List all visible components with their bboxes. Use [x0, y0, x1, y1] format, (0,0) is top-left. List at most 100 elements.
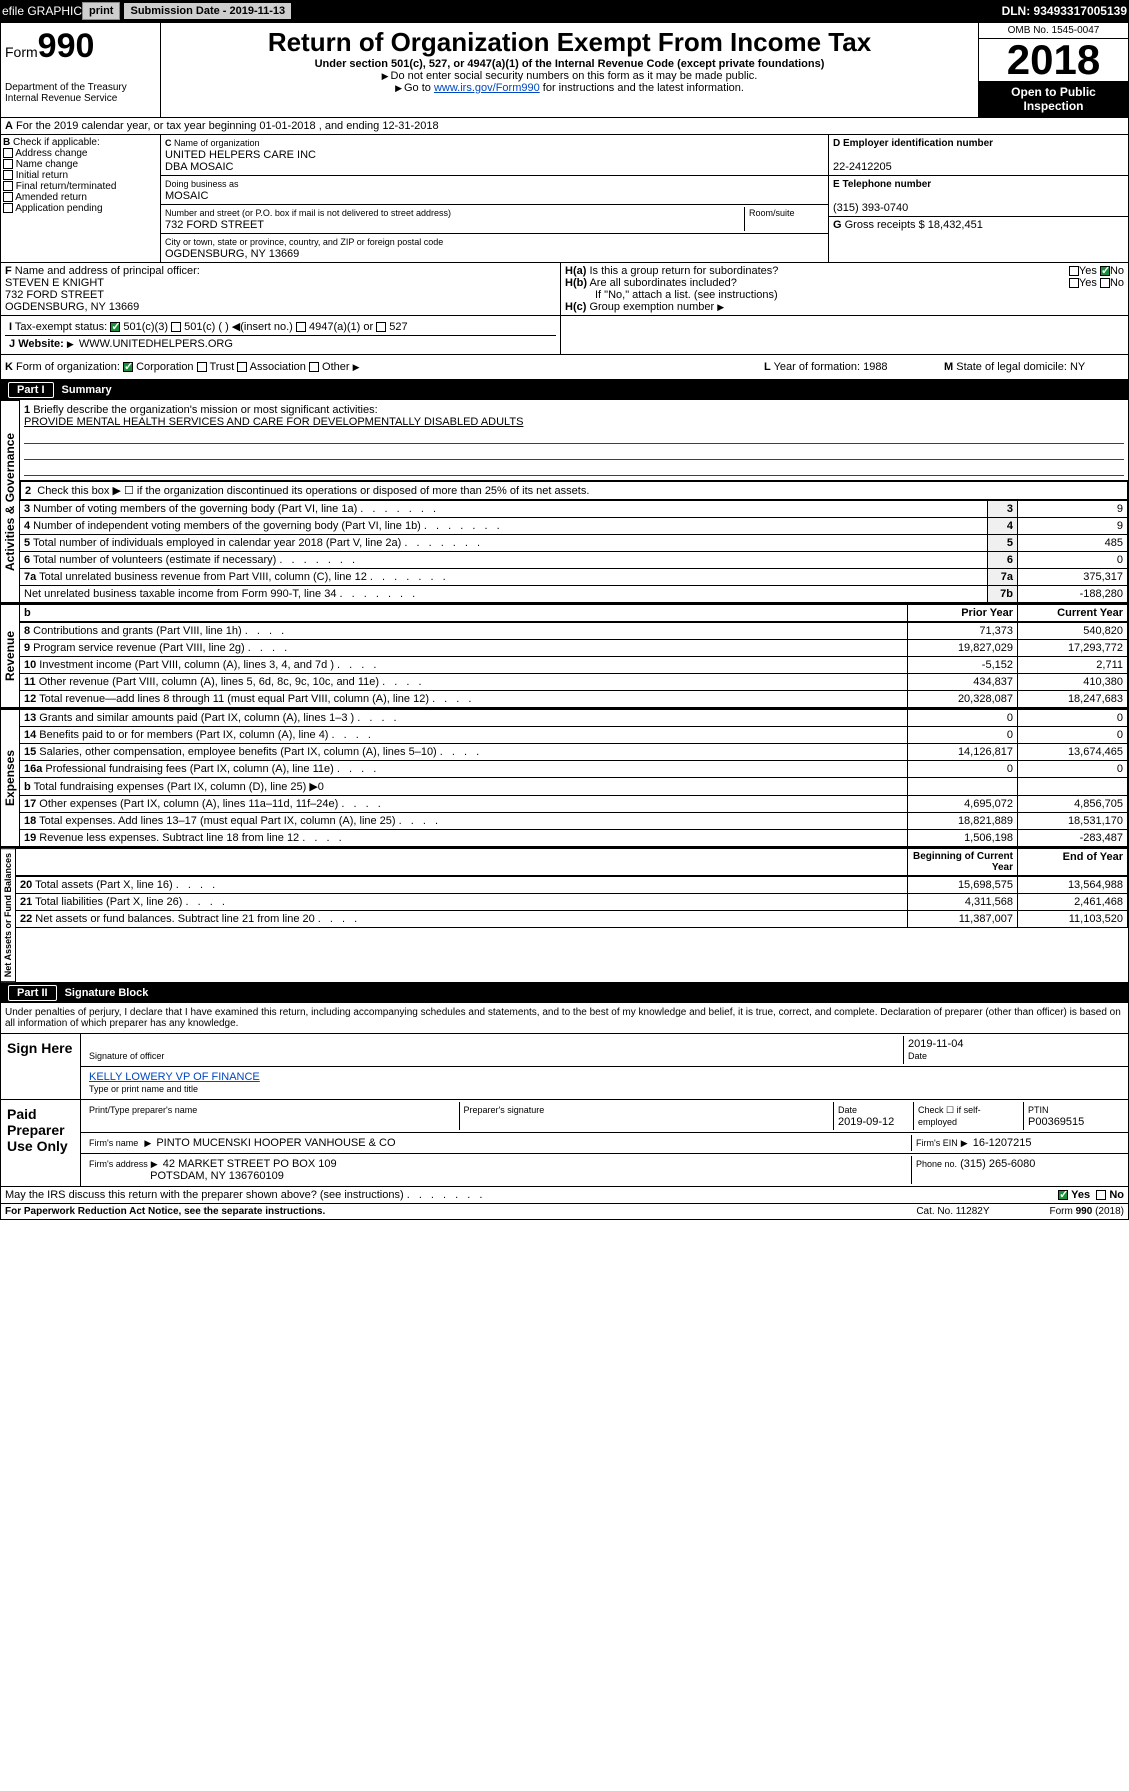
part2-label: Part II [8, 985, 57, 1001]
addr-label: Number and street (or P.O. box if mail i… [165, 208, 451, 218]
table-row: Net unrelated business taxable income fr… [20, 586, 1128, 603]
table-row: 17 Other expenses (Part IX, column (A), … [20, 796, 1128, 813]
footer-left: For Paperwork Reduction Act Notice, see … [5, 1206, 325, 1217]
table-row: 3 Number of voting members of the govern… [20, 501, 1128, 518]
discuss-no[interactable] [1096, 1190, 1106, 1200]
ha-yes[interactable] [1069, 266, 1079, 276]
prep-name-label: Print/Type preparer's name [89, 1105, 197, 1115]
table-row: 13 Grants and similar amounts paid (Part… [20, 710, 1128, 727]
officer-label: Name and address of principal officer: [15, 265, 200, 277]
k-other[interactable] [309, 362, 319, 372]
section-bcdeg: B Check if applicable: Address change Na… [0, 135, 1129, 263]
current-year-hdr: Current Year [1018, 605, 1128, 622]
i-4947[interactable] [296, 322, 306, 332]
sig-officer-label: Signature of officer [89, 1051, 164, 1061]
form-subtitle: Under section 501(c), 527, or 4947(a)(1)… [165, 58, 974, 70]
dba1: DBA MOSAIC [165, 161, 233, 173]
hc-label: Group exemption number [589, 301, 714, 313]
ha-no[interactable] [1100, 266, 1110, 276]
beg-year-hdr: Beginning of Current Year [908, 849, 1018, 876]
firm-city: POTSDAM, NY 136760109 [150, 1170, 284, 1182]
check-item: Application pending [3, 203, 158, 214]
dba2: MOSAIC [165, 190, 208, 202]
self-employed: Check ☐ if self-employed [918, 1105, 981, 1127]
end-year-hdr: End of Year [1018, 849, 1128, 876]
firm-name-label: Firm's name [89, 1138, 138, 1148]
table-row: 9 Program service revenue (Part VIII, li… [20, 640, 1128, 657]
discuss-yes[interactable] [1058, 1190, 1068, 1200]
cat-no: Cat. No. 11282Y [916, 1206, 989, 1217]
table-row: 8 Contributions and grants (Part VIII, l… [20, 623, 1128, 640]
side-netassets: Net Assets or Fund Balances [1, 848, 16, 982]
hb-no[interactable] [1100, 278, 1110, 288]
officer-name: STEVEN E KNIGHT [5, 277, 104, 289]
dln: DLN: 93493317005139 [1002, 4, 1127, 18]
check-item: Address change [3, 148, 158, 159]
part1-title: Summary [62, 384, 112, 396]
part1-revenue: Revenue bPrior YearCurrent Year 8 Contri… [0, 604, 1129, 709]
prior-year-hdr: Prior Year [908, 605, 1018, 622]
print-button[interactable]: print [82, 2, 120, 20]
tax-exempt-label: Tax-exempt status: [15, 321, 107, 333]
table-row: 22 Net assets or fund balances. Subtract… [16, 911, 1128, 928]
firm-phone-label: Phone no. [916, 1159, 957, 1169]
firm-addr-label: Firm's address [89, 1159, 148, 1169]
org-name: UNITED HELPERS CARE INC [165, 149, 316, 161]
form990-link[interactable]: www.irs.gov/Form990 [434, 82, 540, 94]
firm-ein-label: Firm's EIN [916, 1138, 958, 1148]
table-row: 14 Benefits paid to or for members (Part… [20, 727, 1128, 744]
i-501c[interactable] [171, 322, 181, 332]
footer-right: Form 990 (2018) [1050, 1206, 1124, 1217]
prep-sig-label: Preparer's signature [464, 1105, 545, 1115]
hb-label: Are all subordinates included? [589, 277, 736, 289]
ptin-label: PTIN [1028, 1105, 1049, 1115]
officer-addr: 732 FORD STREET [5, 289, 104, 301]
form-title: Return of Organization Exempt From Incom… [165, 27, 974, 58]
k-trust[interactable] [197, 362, 207, 372]
check-item: Final return/terminated [3, 181, 158, 192]
note2b: for instructions and the latest informat… [540, 82, 744, 94]
prep-date: 2019-09-12 [838, 1116, 894, 1128]
form-header: Form990 Department of the Treasury Inter… [0, 22, 1129, 118]
city-label: City or town, state or province, country… [165, 237, 443, 247]
check-item: Amended return [3, 192, 158, 203]
website-value: WWW.UNITEDHELPERS.ORG [79, 338, 233, 350]
org-name-label: Name of organization [174, 138, 260, 148]
tax-year-range: For the 2019 calendar year, or tax year … [16, 120, 439, 132]
table-row: 15 Salaries, other compensation, employe… [20, 744, 1128, 761]
phone-label: Telephone number [842, 179, 931, 190]
dba-label: Doing business as [165, 179, 239, 189]
k-assoc[interactable] [237, 362, 247, 372]
form-number: 990 [38, 27, 95, 65]
part1-header: Part I Summary [0, 380, 1129, 400]
footer: For Paperwork Reduction Act Notice, see … [0, 1204, 1129, 1220]
i-527[interactable] [376, 322, 386, 332]
line1-label: Briefly describe the organization's miss… [33, 404, 377, 416]
k-corp[interactable] [123, 362, 133, 372]
i-501c3[interactable] [110, 322, 120, 332]
ptin-value: P00369515 [1028, 1116, 1084, 1128]
part1-expenses: Expenses 13 Grants and similar amounts p… [0, 709, 1129, 848]
open-public: Open to Public Inspection [979, 81, 1128, 117]
table-row: 19 Revenue less expenses. Subtract line … [20, 830, 1128, 847]
firm-name: PINTO MUCENSKI HOOPER VANHOUSE & CO [156, 1137, 395, 1149]
table-row: 6 Total number of volunteers (estimate i… [20, 552, 1128, 569]
sig-date: 2019-11-04 [908, 1038, 963, 1050]
part1-label: Part I [8, 382, 54, 398]
hb-yes[interactable] [1069, 278, 1079, 288]
table-row: 5 Total number of individuals employed i… [20, 535, 1128, 552]
officer-signed-name[interactable]: KELLY LOWERY VP OF FINANCE [89, 1071, 260, 1083]
note2a: Go to [404, 82, 434, 94]
table-row: 18 Total expenses. Add lines 13–17 (must… [20, 813, 1128, 830]
part1-netassets: Net Assets or Fund Balances Beginning of… [0, 848, 1129, 983]
year-formation: 1988 [863, 361, 887, 373]
part2-header: Part II Signature Block [0, 983, 1129, 1003]
table-row: 10 Investment income (Part VIII, column … [20, 657, 1128, 674]
table-row: 16a Professional fundraising fees (Part … [20, 761, 1128, 778]
discuss-label: May the IRS discuss this return with the… [5, 1189, 404, 1201]
officer-city: OGDENSBURG, NY 13669 [5, 301, 139, 313]
ein-label: Employer identification number [843, 138, 993, 149]
type-name-label: Type or print name and title [89, 1084, 198, 1094]
side-expenses: Expenses [1, 709, 20, 847]
part1-body: Activities & Governance 1 Briefly descri… [0, 400, 1129, 604]
